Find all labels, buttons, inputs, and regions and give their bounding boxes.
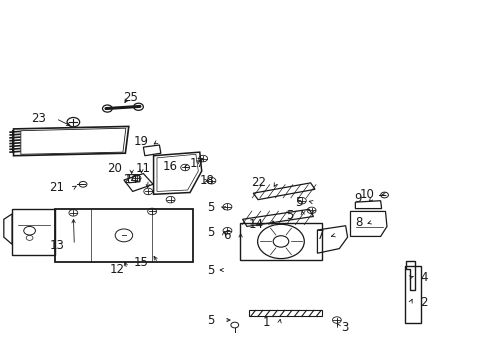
Text: 18: 18 [199,174,214,187]
Text: 4: 4 [420,271,427,284]
Text: 12: 12 [109,263,124,276]
Text: 5: 5 [285,208,292,221]
Text: 14: 14 [248,218,264,231]
Text: 5: 5 [206,264,214,276]
Text: 1: 1 [262,316,269,329]
Text: 11: 11 [136,162,151,175]
Text: 24: 24 [123,173,138,186]
Text: 9: 9 [354,192,362,205]
Text: 20: 20 [107,162,122,175]
Text: 22: 22 [251,176,266,189]
Text: 2: 2 [420,296,427,309]
Text: 21: 21 [48,181,63,194]
Text: 25: 25 [122,91,137,104]
Text: 5: 5 [206,314,214,327]
Text: 19: 19 [133,135,148,148]
Text: 3: 3 [341,321,348,334]
Text: 5: 5 [295,195,302,209]
Text: 7: 7 [317,229,324,242]
Text: 6: 6 [223,229,230,242]
Text: 10: 10 [359,188,374,201]
Text: 5: 5 [206,201,214,214]
Text: 5: 5 [206,226,214,239]
Text: 16: 16 [162,160,177,173]
Text: 23: 23 [31,112,46,125]
Text: 15: 15 [133,256,148,269]
Text: 17: 17 [189,157,204,170]
Text: 13: 13 [50,239,64,252]
Text: 8: 8 [354,216,362,229]
